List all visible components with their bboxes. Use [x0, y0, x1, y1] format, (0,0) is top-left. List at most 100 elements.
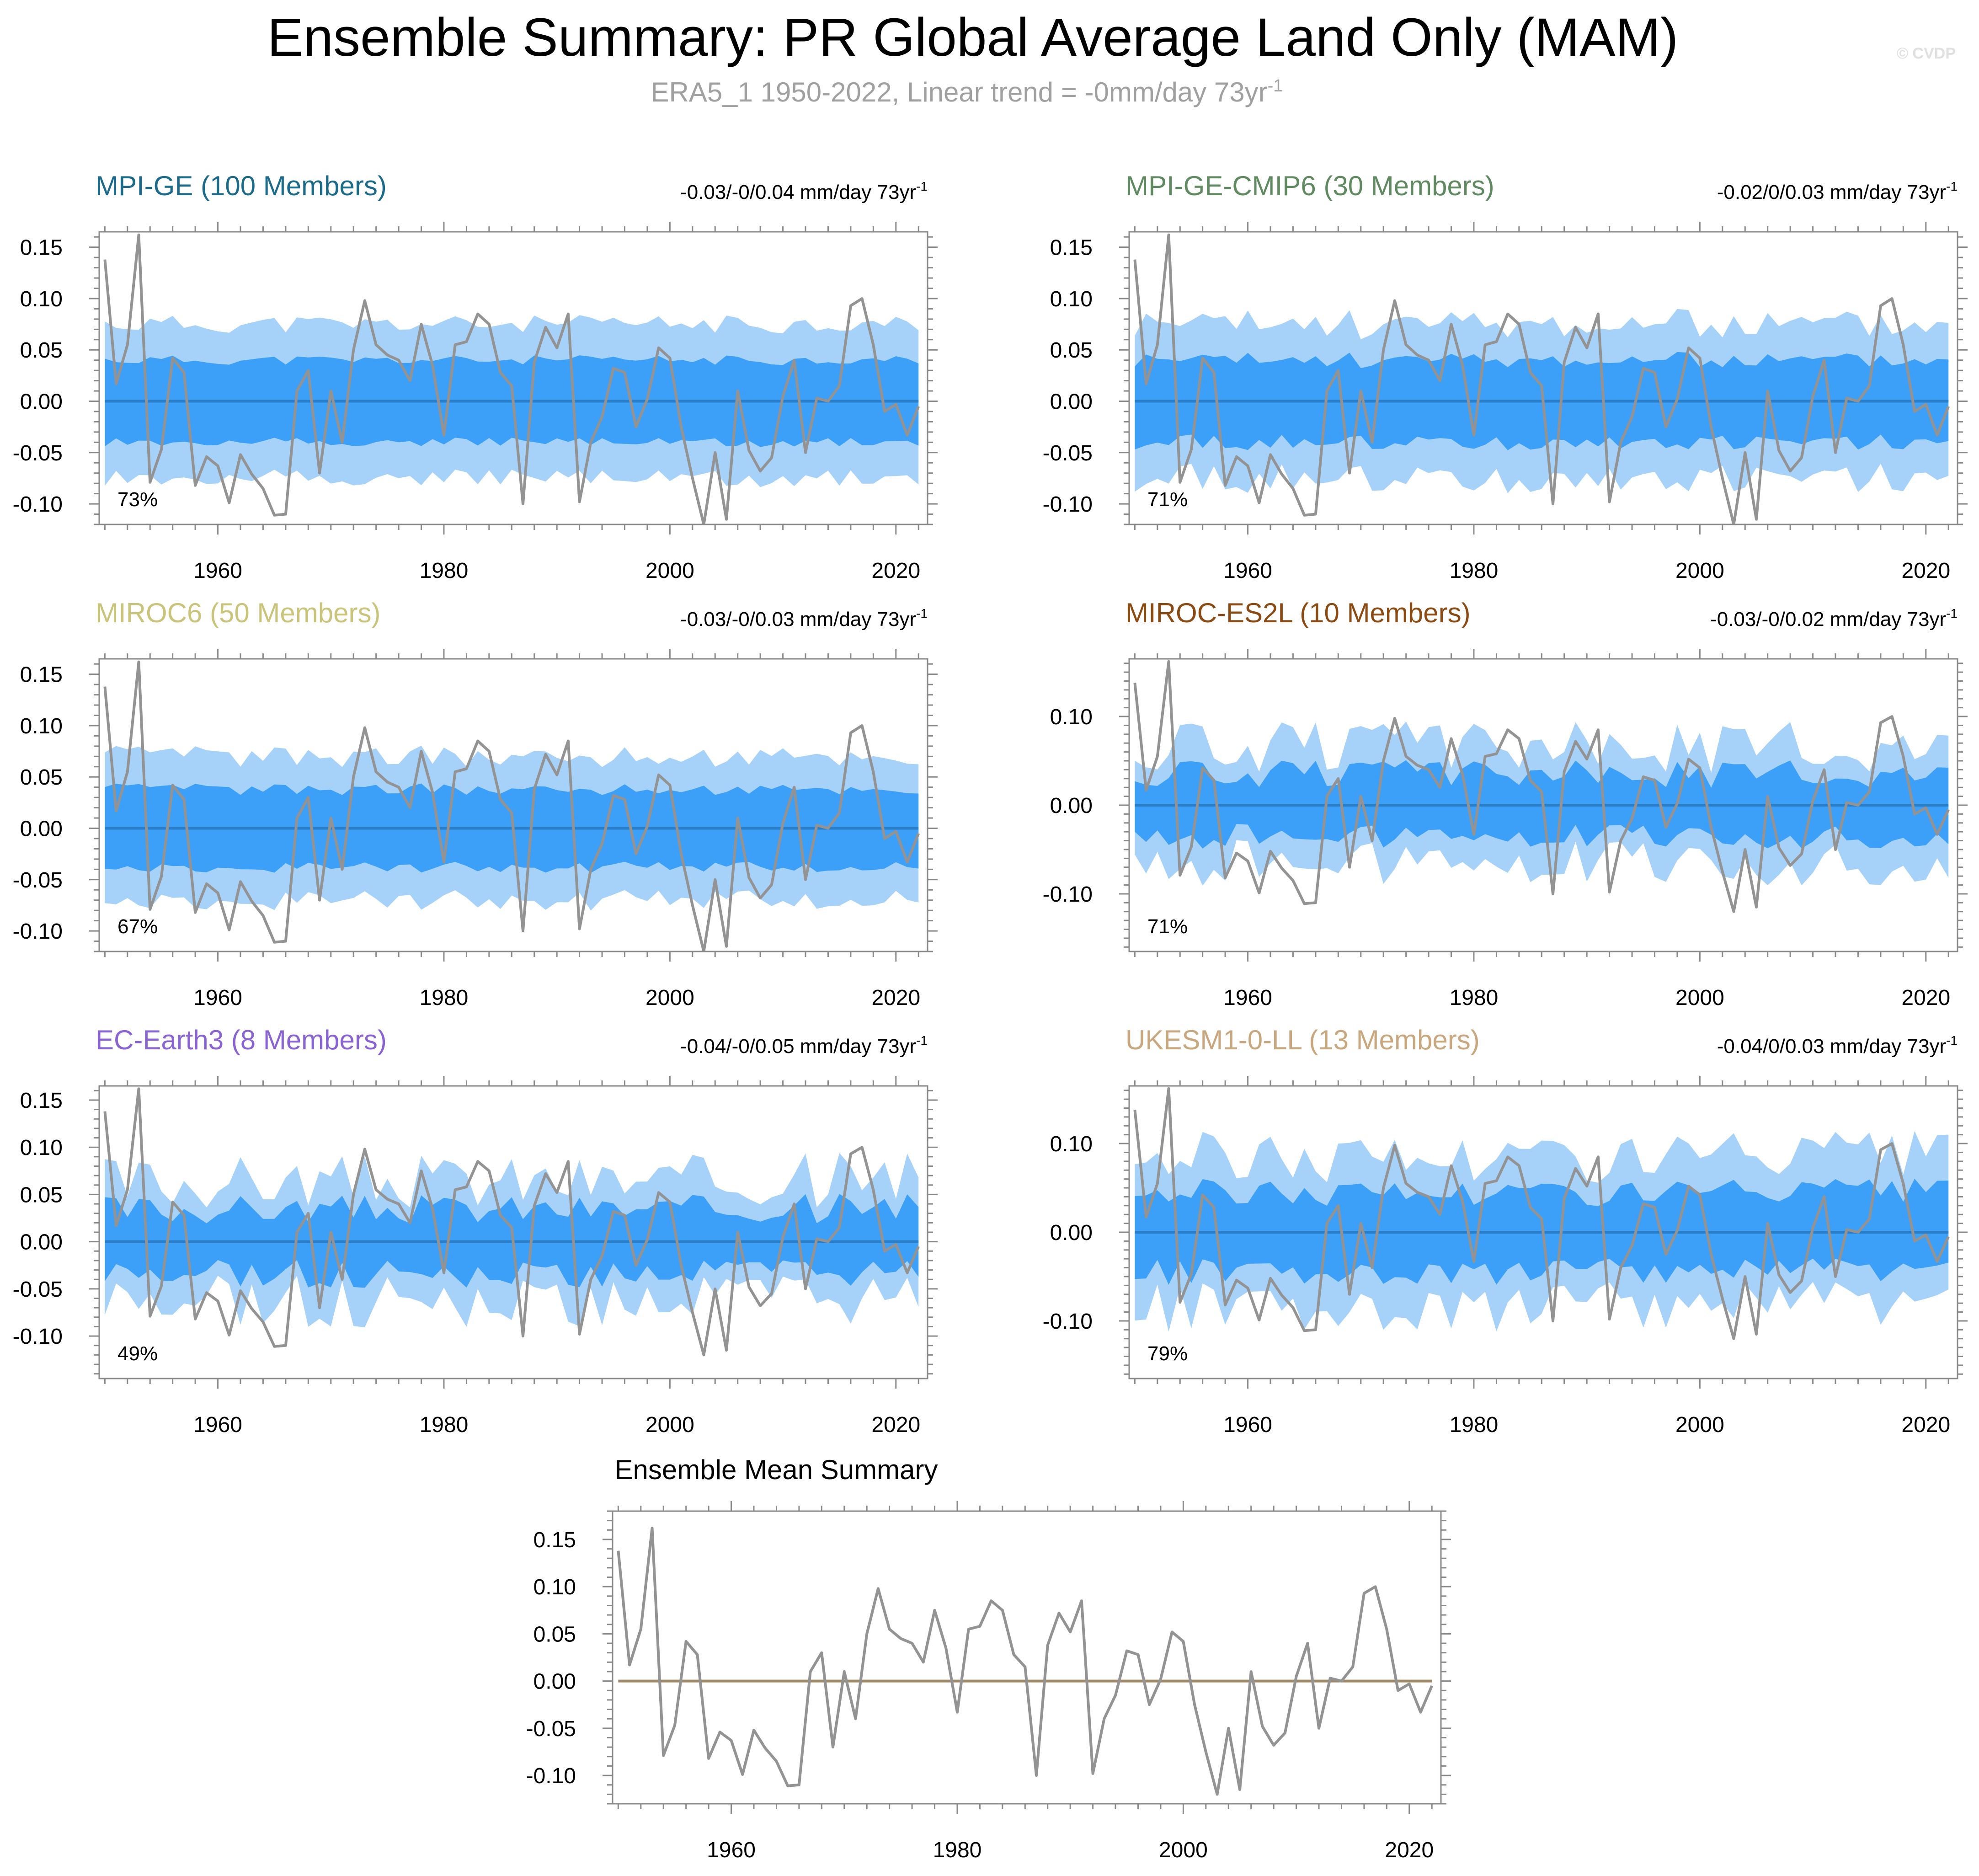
y-tick-label: 0.15 — [20, 1089, 63, 1113]
trend-sup: -1 — [1946, 606, 1958, 620]
y-tick-label: 0.15 — [1050, 236, 1093, 260]
x-tick-label: 2020 — [1901, 1413, 1950, 1437]
y-tick-label: 0.05 — [20, 338, 63, 363]
panel-2: 1960 1980 2000 2020 0.15 0.10 0.05 0.00 -0.05 -0.… — [1043, 171, 1968, 583]
watermark: © CVDP — [1897, 45, 1956, 62]
x-tick-label: 1960 — [707, 1838, 756, 1862]
panel-trend-label: -0.03/-0/0.04 mm/day 73yr-1 — [680, 179, 928, 203]
panel-title: MPI-GE-CMIP6 (30 Members) — [1126, 171, 1494, 201]
panel-4: 1960 1980 2000 2020 0.10 0.00 -0.10 MIROC-ES2L … — [1043, 598, 1968, 1010]
panel-percent-label: 49% — [117, 1342, 158, 1365]
y-tick-label: -0.10 — [1043, 492, 1093, 517]
y-tick-label: 0.05 — [20, 765, 63, 790]
trend-text: -0.03/-0/0.04 mm/day 73yr — [680, 181, 916, 203]
x-tick-label: 1980 — [420, 1413, 469, 1437]
plot-area — [103, 1087, 920, 1357]
trend-text: -0.03/-0/0.02 mm/day 73yr — [1710, 608, 1946, 631]
x-tick-label: 1960 — [1223, 986, 1272, 1010]
trend-sup: -1 — [916, 606, 928, 620]
panel-percent-label: 79% — [1147, 1342, 1188, 1365]
y-tick-label: 0.00 — [20, 817, 63, 841]
y-tick-label: -0.10 — [13, 919, 63, 944]
x-tick-label: 2020 — [1901, 986, 1950, 1010]
trend-text: -0.04/0/0.03 mm/day 73yr — [1717, 1035, 1946, 1058]
y-tick-label: 0.10 — [1050, 287, 1093, 311]
x-tick-label: 2000 — [1675, 559, 1724, 583]
plot-area — [1133, 660, 1950, 913]
y-tick-label: 0.15 — [20, 663, 63, 687]
trend-sup: -1 — [916, 1033, 928, 1048]
x-tick-label: 1960 — [1223, 1413, 1272, 1437]
figure-subtitle-sup: -1 — [1268, 76, 1283, 96]
plot-area — [103, 233, 920, 524]
x-tick-label: 1980 — [1450, 1413, 1499, 1437]
observed-series-line — [103, 660, 920, 951]
x-tick-label: 1960 — [193, 559, 242, 583]
panel-trend-label: -0.04/0/0.03 mm/day 73yr-1 — [1717, 1033, 1958, 1058]
figure-subtitle: ERA5_1 1950-2022, Linear trend = -0mm/da… — [651, 76, 1283, 107]
y-tick-label: 0.10 — [20, 714, 63, 738]
y-tick-label: 0.00 — [1050, 1221, 1093, 1245]
observed-series-line — [1133, 660, 1950, 913]
y-tick-label: -0.05 — [526, 1717, 576, 1741]
x-tick-label: 2020 — [871, 559, 920, 583]
y-tick-label: 0.10 — [1050, 1132, 1093, 1156]
panel-percent-label: 71% — [1147, 488, 1188, 511]
x-tick-label: 2000 — [645, 1413, 694, 1437]
x-tick-label: 1980 — [420, 986, 469, 1010]
y-tick-label: 0.10 — [533, 1575, 576, 1599]
panel-trend-label: -0.03/-0/0.02 mm/day 73yr-1 — [1710, 606, 1958, 631]
plot-frame — [1128, 231, 1958, 525]
y-tick-label: -0.05 — [13, 868, 63, 893]
x-tick-label: 2000 — [645, 559, 694, 583]
x-tick-label: 1980 — [420, 559, 469, 583]
trend-sup: -1 — [1946, 179, 1958, 193]
observed-series-line — [1133, 1087, 1950, 1340]
x-tick-label: 1960 — [1223, 559, 1272, 583]
x-tick-label: 2000 — [1675, 986, 1724, 1010]
plot-area — [1133, 233, 1950, 524]
observed-series-line — [103, 1087, 920, 1357]
y-tick-label: 0.10 — [20, 287, 63, 311]
x-tick-label: 2000 — [1675, 1413, 1724, 1437]
y-tick-label: 0.05 — [20, 1183, 63, 1207]
panel-title: MPI-GE (100 Members) — [96, 171, 387, 201]
x-tick-label: 1960 — [193, 1413, 242, 1437]
y-tick-label: -0.05 — [13, 441, 63, 465]
panel-1: 1960 1980 2000 2020 0.15 0.10 0.05 0.00 -0.05 -0.… — [13, 171, 938, 583]
panel-3: 1960 1980 2000 2020 0.15 0.10 0.05 0.00 -0.05 -0.… — [13, 598, 938, 1010]
y-tick-label: 0.00 — [1050, 794, 1093, 818]
x-tick-label: 2020 — [1901, 559, 1950, 583]
y-tick-label: -0.10 — [1043, 1309, 1093, 1334]
trend-sup: -1 — [916, 179, 928, 193]
x-tick-label: 1980 — [1450, 559, 1499, 583]
trend-text: -0.04/-0/0.05 mm/day 73yr — [680, 1035, 916, 1058]
x-tick-label: 2000 — [1159, 1838, 1208, 1862]
panel-title: EC-Earth3 (8 Members) — [96, 1025, 387, 1055]
plot-frame — [612, 1510, 1442, 1805]
y-tick-label: 0.10 — [1050, 705, 1093, 729]
panel-title: MIROC-ES2L (10 Members) — [1126, 598, 1471, 628]
plot-frame — [98, 231, 928, 525]
x-tick-label: 2020 — [1385, 1838, 1434, 1862]
x-tick-label: 1980 — [1450, 986, 1499, 1010]
panel-title: Ensemble Mean Summary — [615, 1454, 938, 1485]
panel-7: 1960 1980 2000 2020 0.15 0.10 0.05 0.00 -0.05 -0.… — [526, 1454, 1451, 1862]
plot-area — [1133, 1087, 1950, 1340]
trend-sup: -1 — [1946, 1033, 1958, 1048]
x-tick-label: 1980 — [933, 1838, 982, 1862]
x-tick-label: 2000 — [645, 986, 694, 1010]
observed-series-line — [103, 233, 920, 524]
panel-trend-label: -0.04/-0/0.05 mm/day 73yr-1 — [680, 1033, 928, 1058]
y-tick-label: -0.10 — [13, 1325, 63, 1349]
observed-series-line — [617, 1527, 1433, 1796]
trend-text: -0.03/-0/0.03 mm/day 73yr — [680, 608, 916, 631]
figure-subtitle-text: ERA5_1 1950-2022, Linear trend = -0mm/da… — [651, 77, 1268, 107]
y-tick-label: 0.15 — [20, 236, 63, 260]
y-tick-label: 0.00 — [533, 1670, 576, 1694]
panel-percent-label: 67% — [117, 915, 158, 938]
panels: 1960 1980 2000 2020 0.15 0.10 0.05 0.00 -0.05 -0.… — [13, 171, 1968, 1862]
panel-5: 1960 1980 2000 2020 0.15 0.10 0.05 0.00 -0.05 -0.… — [13, 1025, 938, 1437]
y-tick-label: 0.00 — [20, 1230, 63, 1255]
